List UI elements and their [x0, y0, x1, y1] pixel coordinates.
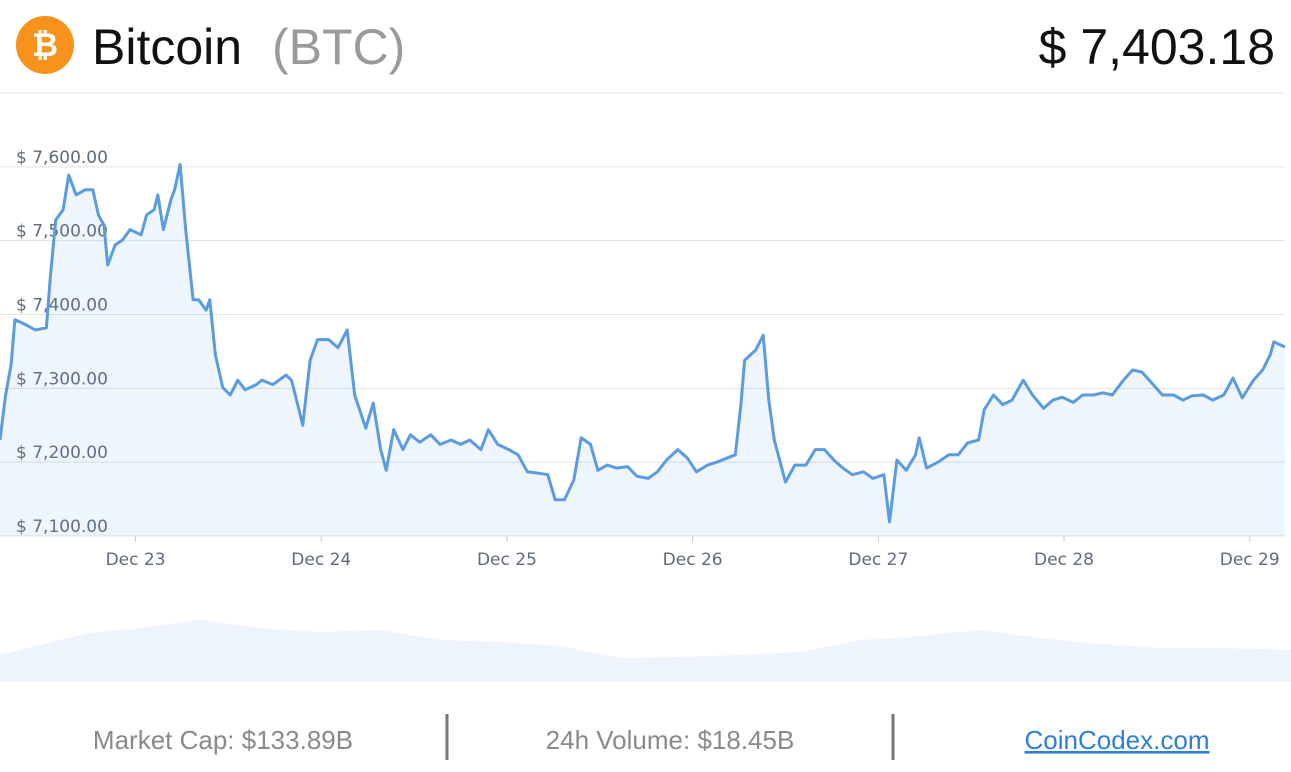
- volume-navigator: [0, 620, 1291, 682]
- y-tick-label: $ 7,600.00: [16, 148, 108, 168]
- y-tick-label: $ 7,100.00: [16, 517, 108, 537]
- y-tick-label: $ 7,300.00: [16, 369, 108, 389]
- area: [0, 164, 1285, 536]
- x-tick-label: Dec 24: [291, 550, 351, 570]
- price: $ 7,403.18: [1039, 19, 1275, 75]
- plot: $ 7,100.00 $ 7,200.00 $ 7,300.00 $ 7,400.00…: [0, 148, 1286, 570]
- y-tick-label: $ 7,200.00: [16, 443, 108, 463]
- y-tick-label: $ 7,400.00: [16, 296, 108, 316]
- x-tick-label: Dec 25: [477, 550, 537, 570]
- price-line: [0, 163, 1286, 524]
- x-tick-label: Dec 29: [1220, 550, 1280, 570]
- x-tick-label: Dec 23: [106, 550, 166, 570]
- coin-symbol: (BTC): [272, 19, 405, 75]
- x-tick-label: Dec 27: [848, 550, 908, 570]
- market-cap: Market Cap: $133.89B: [93, 725, 353, 755]
- x-tick-label: Dec 26: [663, 550, 723, 570]
- x-tick-label: Dec 28: [1034, 550, 1094, 570]
- y-tick-label: $ 7,500.00: [16, 222, 108, 242]
- coin-icon-symbol: ₿: [32, 26, 58, 64]
- volume: 24h Volume: $18.45B: [546, 725, 795, 755]
- coincodex-link[interactable]: CoinCodex.com: [1025, 725, 1210, 755]
- coin-name: Bitcoin: [92, 19, 242, 75]
- coin-icon: [16, 16, 74, 74]
